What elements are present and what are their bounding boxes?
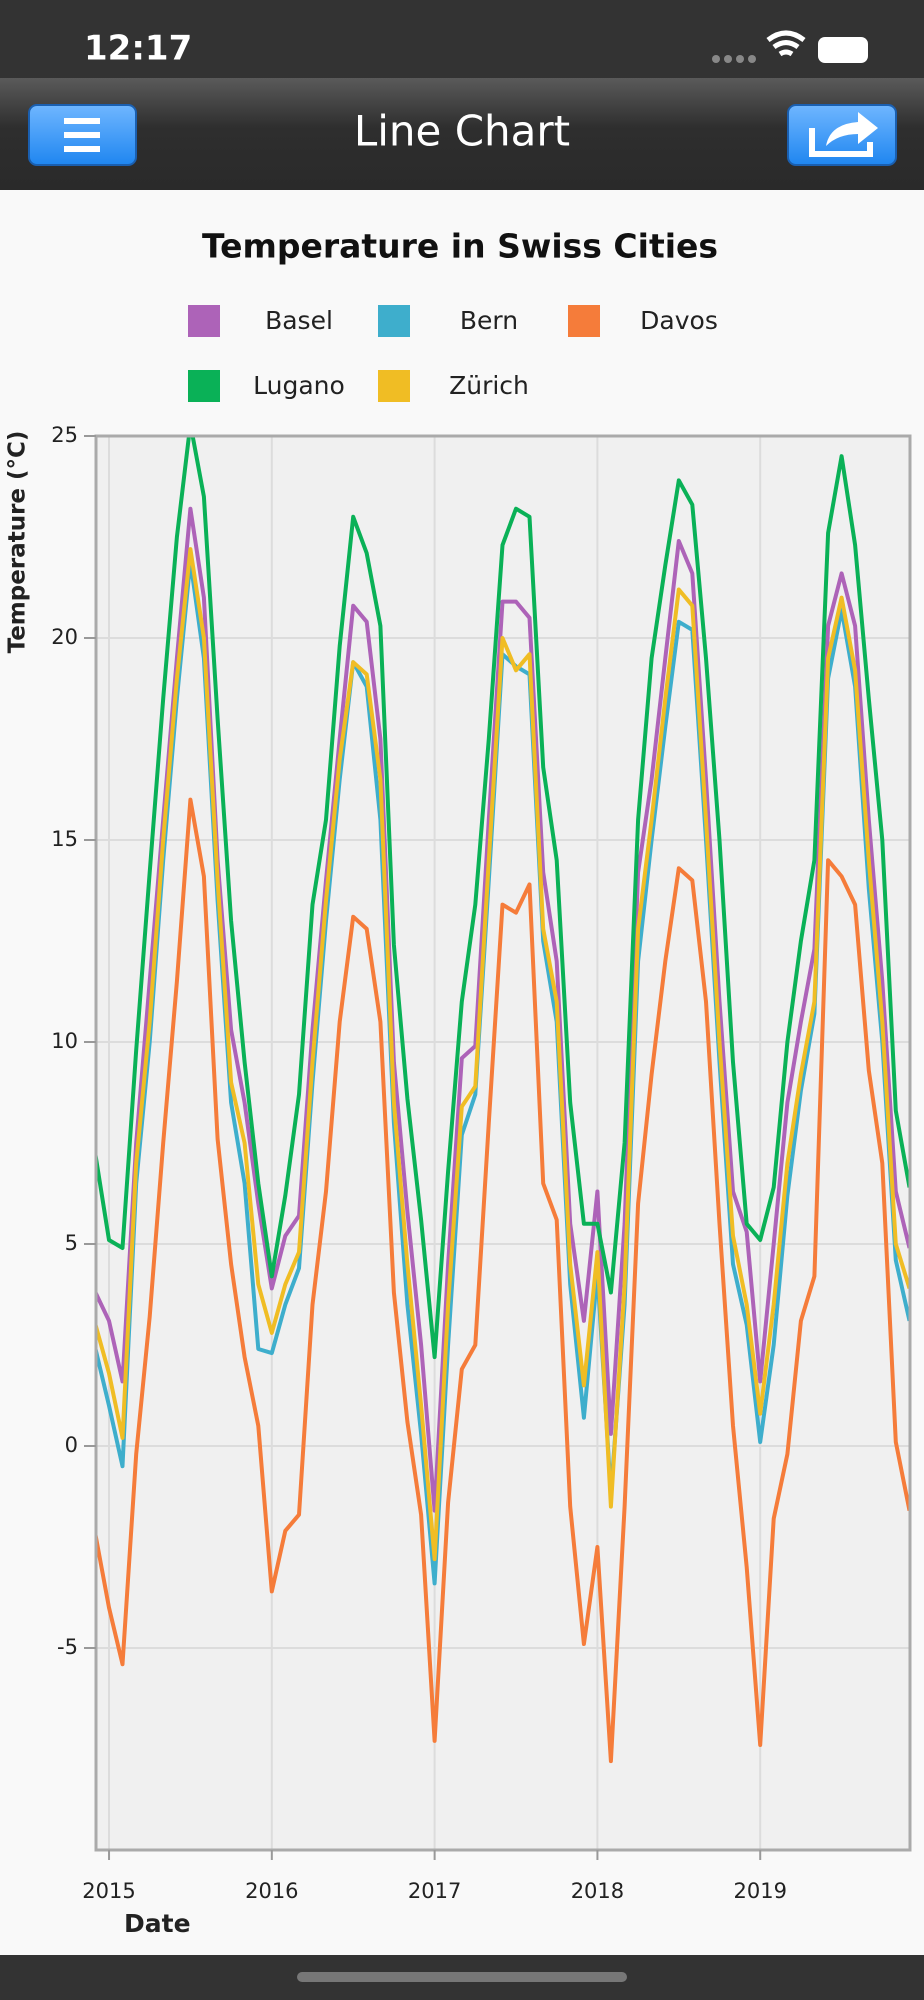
- y-tick-label: 15: [51, 827, 78, 851]
- legend-label: Bern: [460, 306, 518, 335]
- wifi-icon: [766, 30, 806, 57]
- x-tick-label: 2015: [82, 1879, 135, 1903]
- plot-border: [94, 434, 912, 1852]
- menu-button[interactable]: [28, 104, 137, 166]
- legend-label: Lugano: [253, 371, 345, 400]
- legend-swatch: [378, 370, 410, 402]
- chart-title: Temperature in Swiss Cities: [202, 227, 718, 266]
- home-indicator: [297, 1972, 627, 1982]
- legend-swatch: [188, 370, 220, 402]
- x-tick-label: 2016: [245, 1879, 298, 1903]
- legend-label: Basel: [265, 306, 333, 335]
- series-line: [96, 547, 910, 1562]
- battery-icon: [818, 37, 868, 63]
- nav-title: Line Chart: [354, 107, 570, 156]
- nav-bar: [0, 78, 924, 190]
- y-tick-label: -5: [57, 1635, 78, 1659]
- series-line: [96, 436, 910, 1360]
- series-line: [96, 797, 910, 1764]
- y-tick-label: 25: [51, 423, 78, 447]
- legend-label: Davos: [640, 306, 718, 335]
- y-axis-title: Temperature (°C): [5, 431, 31, 654]
- legend-swatch: [378, 305, 410, 337]
- x-axis-title: Date: [124, 1909, 191, 1938]
- x-tick-label: 2019: [733, 1879, 786, 1903]
- legend-swatch: [568, 305, 600, 337]
- y-tick-label: 20: [51, 625, 78, 649]
- series-line: [96, 506, 910, 1513]
- signal-icon: [712, 55, 756, 63]
- x-tick-label: 2017: [408, 1879, 461, 1903]
- y-tick-label: 5: [65, 1231, 78, 1255]
- legend-label: Zürich: [449, 371, 529, 400]
- legend-swatch: [188, 305, 220, 337]
- y-tick-label: 0: [65, 1433, 78, 1457]
- share-button[interactable]: [787, 104, 897, 166]
- y-tick-label: 10: [51, 1029, 78, 1053]
- status-time: 12:17: [84, 29, 192, 69]
- x-tick-label: 2018: [571, 1879, 624, 1903]
